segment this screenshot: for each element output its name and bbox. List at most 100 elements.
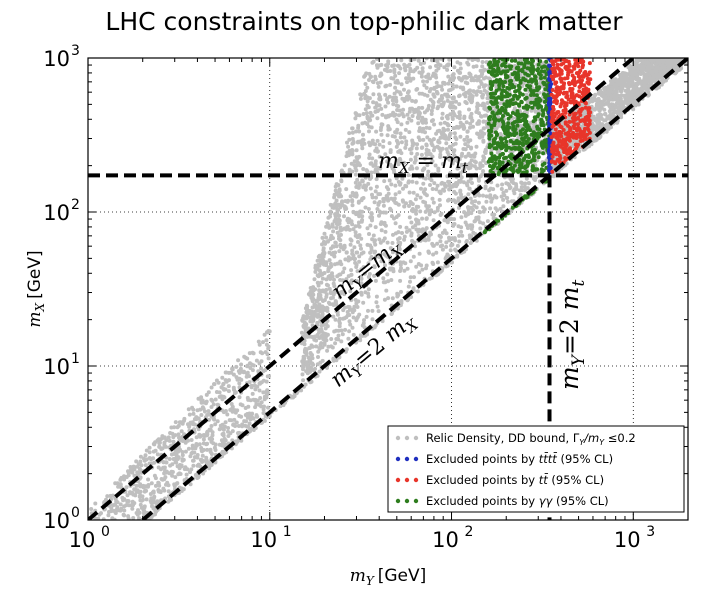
relic-point <box>428 183 432 187</box>
relic-point <box>429 178 434 183</box>
relic-point <box>244 419 249 424</box>
relic-point <box>424 226 429 231</box>
relic-point <box>183 449 188 454</box>
relic-point <box>415 289 420 294</box>
relic-point <box>445 156 450 161</box>
relic-point <box>144 497 149 502</box>
relic-point <box>410 98 415 103</box>
relic-point <box>373 105 378 110</box>
relic-point <box>439 58 444 61</box>
relic-point <box>474 215 479 220</box>
relic-point <box>207 427 212 432</box>
relic-point <box>411 190 416 195</box>
relic-point <box>526 181 531 186</box>
relic-point <box>113 481 118 486</box>
relic-point <box>192 417 197 422</box>
relic-point <box>256 339 261 344</box>
relic-point <box>344 206 349 211</box>
relic-point <box>518 188 522 193</box>
relic-point <box>401 186 405 191</box>
relic-point <box>354 194 359 199</box>
relic-point <box>463 147 468 152</box>
relic-point <box>346 144 351 149</box>
relic-point <box>453 247 458 252</box>
relic-point <box>326 300 331 305</box>
relic-point <box>304 369 309 374</box>
relic-point <box>416 121 421 126</box>
relic-point <box>419 71 424 76</box>
relic-point <box>367 232 371 236</box>
relic-point <box>420 66 425 71</box>
relic-point <box>393 95 398 100</box>
relic-point <box>394 215 399 219</box>
relic-point <box>209 452 214 456</box>
relic-point <box>498 206 503 211</box>
relic-point <box>316 254 321 259</box>
relic-point <box>373 225 378 230</box>
relic-point <box>525 186 530 191</box>
relic-point <box>138 489 143 494</box>
relic-point <box>360 178 365 183</box>
relic-point <box>264 342 269 347</box>
relic-point <box>364 168 369 173</box>
relic-point <box>222 387 227 392</box>
relic-point <box>351 332 356 337</box>
relic-point <box>447 104 452 109</box>
relic-point <box>192 445 197 450</box>
relic-point <box>171 457 176 461</box>
relic-point <box>367 140 372 145</box>
relic-point <box>444 244 449 249</box>
relic-point <box>463 220 468 225</box>
relic-point <box>481 193 485 198</box>
relic-point <box>466 192 471 197</box>
relic-point <box>358 243 363 248</box>
relic-point <box>475 104 480 109</box>
relic-point <box>299 330 304 335</box>
relic-point <box>322 298 327 302</box>
relic-point <box>410 179 415 184</box>
relic-point <box>386 198 391 203</box>
relic-point <box>146 477 151 482</box>
relic-point <box>157 440 162 445</box>
relic-point <box>445 252 450 257</box>
relic-point <box>324 338 329 343</box>
relic-point <box>175 447 180 452</box>
relic-point <box>379 132 384 137</box>
relic-point <box>356 223 361 228</box>
relic-point <box>427 89 432 94</box>
relic-point <box>377 142 382 147</box>
relic-point <box>137 516 141 520</box>
relic-point <box>181 457 186 462</box>
relic-point <box>448 100 453 105</box>
relic-point <box>339 245 344 250</box>
relic-point <box>325 348 330 353</box>
relic-point <box>445 67 450 72</box>
relic-point <box>301 358 306 362</box>
relic-point <box>428 76 432 81</box>
relic-point <box>478 226 483 231</box>
relic-point <box>398 278 403 283</box>
relic-point <box>122 497 127 502</box>
relic-point <box>457 102 462 107</box>
relic-point <box>347 217 352 222</box>
relic-point <box>480 103 485 108</box>
relic-point <box>328 209 333 214</box>
relic-point <box>409 208 414 213</box>
relic-point <box>230 367 235 372</box>
relic-point <box>475 89 480 94</box>
relic-point <box>322 231 327 236</box>
relic-point <box>240 403 245 408</box>
relic-point <box>357 213 362 217</box>
relic-point <box>345 140 349 145</box>
relic-point <box>385 240 390 245</box>
relic-point <box>258 396 263 400</box>
relic-point <box>402 87 406 92</box>
relic-point <box>317 263 322 268</box>
relic-point <box>474 64 479 69</box>
relic-point <box>420 91 425 96</box>
relic-point <box>426 103 431 108</box>
relic-point <box>312 277 317 282</box>
relic-point <box>323 334 328 339</box>
relic-point <box>363 82 368 86</box>
relic-point <box>332 329 337 334</box>
